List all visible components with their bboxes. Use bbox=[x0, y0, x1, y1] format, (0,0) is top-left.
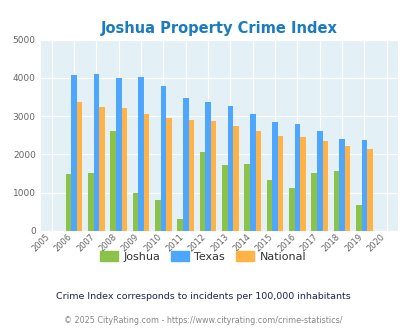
Bar bbox=[116, 78, 121, 231]
Bar bbox=[311, 173, 316, 231]
Bar bbox=[232, 126, 238, 231]
Bar bbox=[77, 102, 82, 231]
Bar bbox=[272, 122, 277, 231]
Bar bbox=[160, 85, 166, 231]
Bar bbox=[121, 108, 127, 231]
Bar bbox=[266, 180, 272, 231]
Bar bbox=[66, 174, 71, 231]
Bar bbox=[199, 152, 205, 231]
Bar bbox=[277, 136, 283, 231]
Text: Crime Index corresponds to incidents per 100,000 inhabitants: Crime Index corresponds to incidents per… bbox=[55, 292, 350, 301]
Bar bbox=[294, 124, 299, 231]
Title: Joshua Property Crime Index: Joshua Property Crime Index bbox=[100, 21, 337, 36]
Legend: Joshua, Texas, National: Joshua, Texas, National bbox=[95, 247, 310, 267]
Bar bbox=[255, 131, 260, 231]
Bar bbox=[143, 114, 149, 231]
Bar bbox=[249, 114, 255, 231]
Bar bbox=[210, 121, 216, 231]
Bar bbox=[138, 77, 143, 231]
Bar bbox=[366, 149, 372, 231]
Bar bbox=[244, 164, 249, 231]
Bar bbox=[188, 119, 194, 231]
Bar bbox=[94, 74, 99, 231]
Bar bbox=[227, 106, 232, 231]
Bar bbox=[355, 205, 361, 231]
Bar bbox=[166, 118, 171, 231]
Text: © 2025 CityRating.com - https://www.cityrating.com/crime-statistics/: © 2025 CityRating.com - https://www.city… bbox=[64, 316, 341, 325]
Bar bbox=[339, 139, 344, 231]
Bar bbox=[288, 188, 294, 231]
Bar bbox=[183, 98, 188, 231]
Bar bbox=[344, 147, 350, 231]
Bar bbox=[88, 173, 94, 231]
Bar bbox=[316, 131, 322, 231]
Bar bbox=[322, 141, 327, 231]
Bar bbox=[299, 137, 305, 231]
Bar bbox=[71, 75, 77, 231]
Bar bbox=[132, 193, 138, 231]
Bar bbox=[205, 102, 210, 231]
Bar bbox=[361, 140, 366, 231]
Bar bbox=[99, 107, 104, 231]
Bar bbox=[222, 165, 227, 231]
Bar bbox=[155, 200, 160, 231]
Bar bbox=[177, 219, 183, 231]
Bar bbox=[333, 171, 339, 231]
Bar bbox=[110, 131, 116, 231]
